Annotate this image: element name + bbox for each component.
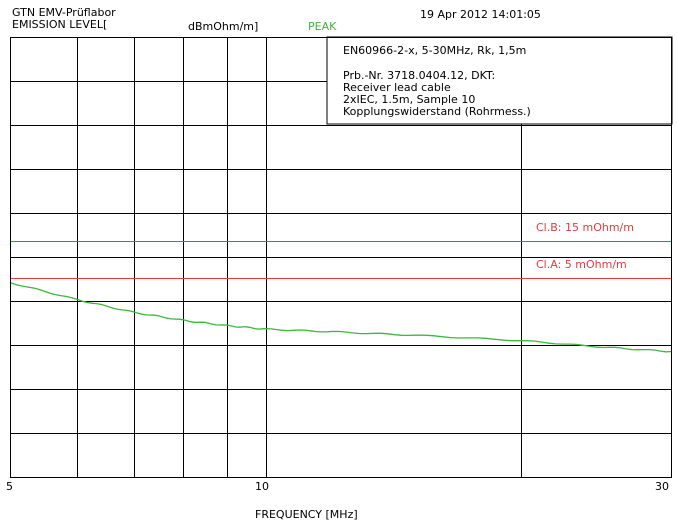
timestamp: 19 Apr 2012 14:01:05 — [420, 8, 541, 21]
limit-label-class-a: Cl.A: 5 mOhm/m — [536, 257, 627, 271]
limit-label-class-b: Cl.B: 15 mOhm/m — [536, 220, 634, 234]
info-line-3: Receiver lead cable — [343, 81, 451, 94]
info-line-2: Prb.-Nr. 3718.0404.12, DKT: — [343, 69, 496, 82]
peak-trace — [9, 281, 672, 353]
y-axis-label: EMISSION LEVEL[ — [12, 18, 108, 31]
x-tick-label: 5 — [6, 480, 13, 493]
info-line-5: Kopplungswiderstand (Rohrmess.) — [343, 105, 531, 118]
plot-grid — [10, 37, 671, 477]
lab-name: GTN EMV-Prüflabor — [12, 6, 116, 19]
limit-lines — [10, 241, 671, 279]
x-tick-label: 10 — [255, 480, 269, 493]
info-box — [326, 36, 673, 125]
y-axis-unit: dBmOhm/m] — [188, 20, 259, 33]
info-line-4: 2xIEC, 1.5m, Sample 10 — [343, 93, 476, 106]
x-axis-label: FREQUENCY [MHz] — [255, 508, 358, 521]
info-line-1: EN60966-2-x, 5-30MHz, Rk, 1,5m — [343, 44, 527, 57]
x-tick-label: 30 — [655, 480, 669, 493]
plot-frame — [10, 37, 672, 478]
detector-label: PEAK — [308, 20, 337, 33]
